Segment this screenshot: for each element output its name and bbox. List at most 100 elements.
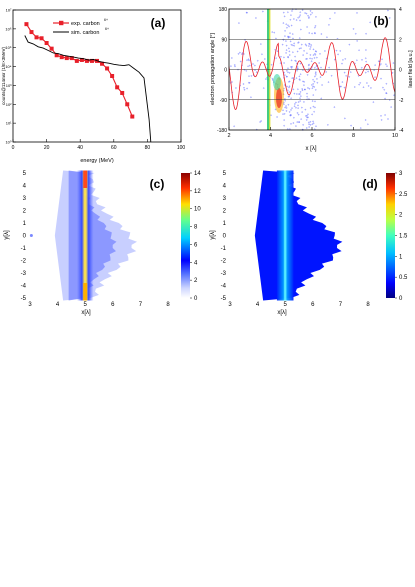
scatter-point bbox=[285, 107, 288, 109]
data-point bbox=[79, 57, 84, 62]
scatter-point bbox=[288, 72, 291, 74]
data-point bbox=[100, 61, 105, 66]
scatter-point bbox=[299, 91, 302, 93]
scatter-point bbox=[343, 71, 346, 74]
x-tick-label: 60 bbox=[111, 145, 117, 151]
panel-d: 3 4 5 6 7 8 5 4 3 2 1 0 -1 -2 -3 -4 -5 (d) x[λ] y[λ] 3 2.… bbox=[210, 170, 408, 316]
scatter-point bbox=[255, 71, 258, 73]
scatter-point bbox=[291, 44, 294, 47]
scatter-point bbox=[296, 93, 298, 95]
scatter-point bbox=[364, 119, 367, 121]
y-tick-label: 4 bbox=[23, 184, 27, 190]
scatter-point bbox=[288, 80, 291, 83]
scatter-point bbox=[308, 67, 310, 70]
scatter-point bbox=[248, 81, 250, 84]
scatter-point bbox=[349, 71, 352, 73]
scatter-point bbox=[321, 84, 323, 86]
scatter-point bbox=[280, 55, 282, 58]
data-point bbox=[69, 56, 74, 61]
scatter-point bbox=[271, 31, 274, 33]
scatter-point bbox=[358, 83, 360, 86]
scatter-point bbox=[297, 16, 299, 19]
panel-a-label: (a) bbox=[151, 16, 166, 30]
scatter-point bbox=[370, 87, 372, 89]
scatter-point bbox=[288, 47, 290, 50]
scatter-point bbox=[304, 43, 307, 46]
y-tick-label: -1 bbox=[21, 246, 27, 252]
cbar-tick-label: 14 bbox=[194, 171, 201, 177]
hot-spot-top bbox=[83, 170, 88, 188]
y-tick-label: 10⁵ bbox=[5, 45, 11, 50]
y2-tick-label: 2 bbox=[399, 37, 402, 43]
scatter-point bbox=[388, 17, 391, 19]
y-tick-label: 2 bbox=[223, 209, 227, 215]
scatter-point bbox=[304, 12, 306, 14]
scatter-point bbox=[303, 88, 306, 91]
y-tick-label: 0 bbox=[223, 234, 227, 240]
legend-sim-label: sim. carbon bbox=[71, 30, 99, 36]
panel-a: 0 20 40 60 80 100 10⁰ 10¹ 10² 10³ 10⁴ 10⁵ 10⁶ 10⁷ (a)… bbox=[1, 8, 185, 165]
scatter-point bbox=[307, 113, 309, 116]
scatter-point bbox=[296, 121, 299, 123]
y2-tick-label: 4 bbox=[399, 7, 402, 13]
scatter-point bbox=[305, 12, 308, 15]
scatter-point bbox=[320, 33, 323, 35]
y-tick-label: -180 bbox=[217, 128, 227, 134]
panel-b: 2 4 6 8 10 -180 -90 0 90 180 -4 -2 0 2 4 (b) x [λ] ele… bbox=[210, 7, 414, 152]
x-tick-label: 0 bbox=[12, 145, 15, 151]
scatter-point bbox=[286, 69, 288, 72]
scatter-point bbox=[297, 42, 299, 44]
scatter-point bbox=[348, 76, 351, 78]
y-tick-label: 10³ bbox=[6, 83, 12, 88]
scatter-point bbox=[345, 75, 347, 77]
scatter-point bbox=[312, 122, 315, 125]
cbar-tick-label: 2 bbox=[399, 213, 403, 219]
cbar-tick-label: 10 bbox=[194, 207, 201, 213]
scatter-point bbox=[292, 51, 294, 54]
scatter-point bbox=[356, 59, 358, 62]
scatter-point bbox=[309, 13, 312, 16]
scatter-point bbox=[254, 64, 256, 67]
y-tick-label: 2 bbox=[23, 209, 27, 215]
cbar-tick-label: 0.5 bbox=[399, 275, 408, 281]
scatter-point bbox=[283, 113, 286, 115]
scatter-point bbox=[314, 52, 316, 55]
panel-a-frame bbox=[12, 9, 182, 143]
y-tick-label: -5 bbox=[221, 296, 227, 302]
scatter-point bbox=[284, 74, 286, 76]
y-tick-label: 3 bbox=[23, 196, 27, 202]
scatter-point bbox=[287, 36, 290, 39]
scatter-point bbox=[285, 110, 288, 112]
scatter-point bbox=[262, 10, 264, 13]
scatter-point bbox=[295, 106, 297, 109]
scatter-point bbox=[312, 94, 315, 96]
scatter-point bbox=[231, 81, 233, 83]
x-tick-label: 4 bbox=[269, 133, 272, 139]
y2-tick-label: 0 bbox=[399, 68, 402, 74]
y-tick-label: 10⁶ bbox=[5, 26, 11, 31]
x-tick-label: 3 bbox=[28, 302, 32, 308]
data-point bbox=[49, 46, 54, 51]
panel-a-xlabel: energy (MeV) bbox=[80, 158, 113, 164]
scatter-point bbox=[291, 10, 293, 12]
scatter-point bbox=[245, 11, 248, 14]
scatter-point bbox=[233, 125, 235, 128]
scatter-point bbox=[335, 49, 338, 52]
scatter-point bbox=[304, 108, 307, 111]
scatter-point bbox=[353, 86, 356, 88]
scatter-point bbox=[296, 112, 299, 114]
panel-c-heatmap bbox=[29, 170, 138, 301]
scatter-point bbox=[301, 89, 304, 92]
scatter-point bbox=[311, 12, 313, 14]
scatter-point bbox=[374, 64, 376, 66]
scatter-point bbox=[287, 103, 290, 106]
scatter-point bbox=[299, 73, 302, 76]
scatter-point bbox=[318, 62, 320, 64]
scatter-point bbox=[289, 36, 291, 38]
scatter-point bbox=[302, 54, 304, 56]
scatter-point bbox=[237, 53, 240, 55]
cbar-tick-label: 4 bbox=[194, 260, 198, 266]
scatter-point bbox=[311, 100, 314, 102]
scatter-point bbox=[296, 69, 298, 72]
panel-d-colorbar bbox=[386, 173, 395, 298]
